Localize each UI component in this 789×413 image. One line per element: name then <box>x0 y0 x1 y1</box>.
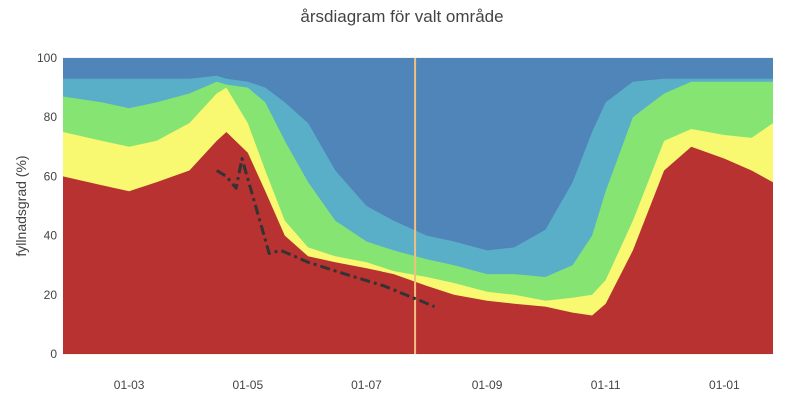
percentile-bands <box>63 58 773 355</box>
x-tick-label: 01-03 <box>114 378 145 392</box>
x-tick-label: 01-05 <box>232 378 263 392</box>
y-axis-label: fyllnadsgrad (%) <box>13 155 29 256</box>
band-min-area <box>63 132 773 354</box>
chart-title: årsdiagram för valt område <box>300 7 503 26</box>
x-tick-label: 01-07 <box>351 378 382 392</box>
x-axis-ticks: 01-03 01-05 01-07 01-09 01-11 01-01 <box>114 378 740 392</box>
x-tick-label: 01-11 <box>591 378 621 392</box>
x-tick-label: 01-09 <box>472 378 503 392</box>
y-axis-ticks: 0 20 40 60 80 100 <box>37 51 57 361</box>
y-tick-label: 100 <box>37 51 57 65</box>
y-tick-label: 80 <box>44 110 58 124</box>
y-tick-label: 40 <box>44 229 58 243</box>
current-year-line <box>215 157 436 308</box>
current-year-series <box>215 157 436 308</box>
x-tick-label: 01-01 <box>709 378 740 392</box>
y-tick-label: 20 <box>44 288 58 302</box>
y-tick-label: 0 <box>50 347 57 361</box>
y-tick-label: 60 <box>44 169 58 183</box>
